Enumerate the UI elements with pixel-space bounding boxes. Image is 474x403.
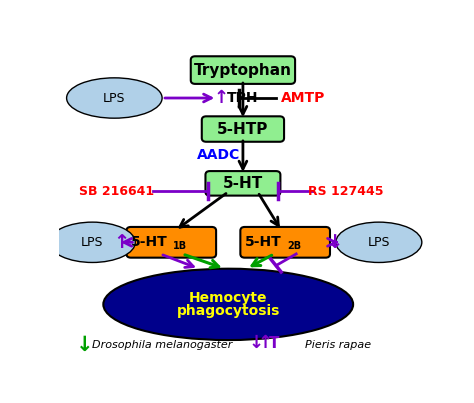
Text: Tryptophan: Tryptophan [194,62,292,78]
Text: ↑: ↑ [113,233,130,252]
Text: 5-HT: 5-HT [223,176,263,191]
Ellipse shape [336,222,422,262]
Text: 2B: 2B [287,241,301,251]
Text: T: T [269,336,279,351]
Ellipse shape [66,78,162,118]
Text: Pieris rapae: Pieris rapae [305,340,372,350]
Text: 5-HT: 5-HT [245,235,282,249]
Text: SB 216641: SB 216641 [79,185,154,197]
Text: LPS: LPS [103,91,126,104]
Text: 5-HT: 5-HT [131,235,168,249]
Text: LPS: LPS [368,236,390,249]
Text: AADC: AADC [198,148,241,162]
Ellipse shape [49,222,135,262]
Text: ↑: ↑ [257,334,273,352]
FancyBboxPatch shape [240,227,330,258]
FancyBboxPatch shape [191,56,295,84]
FancyBboxPatch shape [127,227,216,258]
Text: Hemocyte: Hemocyte [189,291,267,305]
Text: ↓: ↓ [248,334,264,352]
Text: AMTP: AMTP [282,91,326,105]
Text: TPH: TPH [227,91,259,105]
Text: RS 127445: RS 127445 [308,185,383,197]
FancyBboxPatch shape [205,171,281,195]
Text: 1B: 1B [173,241,187,251]
Text: Drosophila melanogaster: Drosophila melanogaster [92,340,232,350]
FancyBboxPatch shape [202,116,284,142]
Text: phagocytosis: phagocytosis [176,303,280,318]
Text: LPS: LPS [81,236,103,249]
Text: ↑: ↑ [213,89,228,107]
Text: ↓: ↓ [327,233,343,252]
Ellipse shape [103,269,353,340]
Text: ↓: ↓ [76,335,94,355]
Text: 5-HTP: 5-HTP [217,122,269,137]
